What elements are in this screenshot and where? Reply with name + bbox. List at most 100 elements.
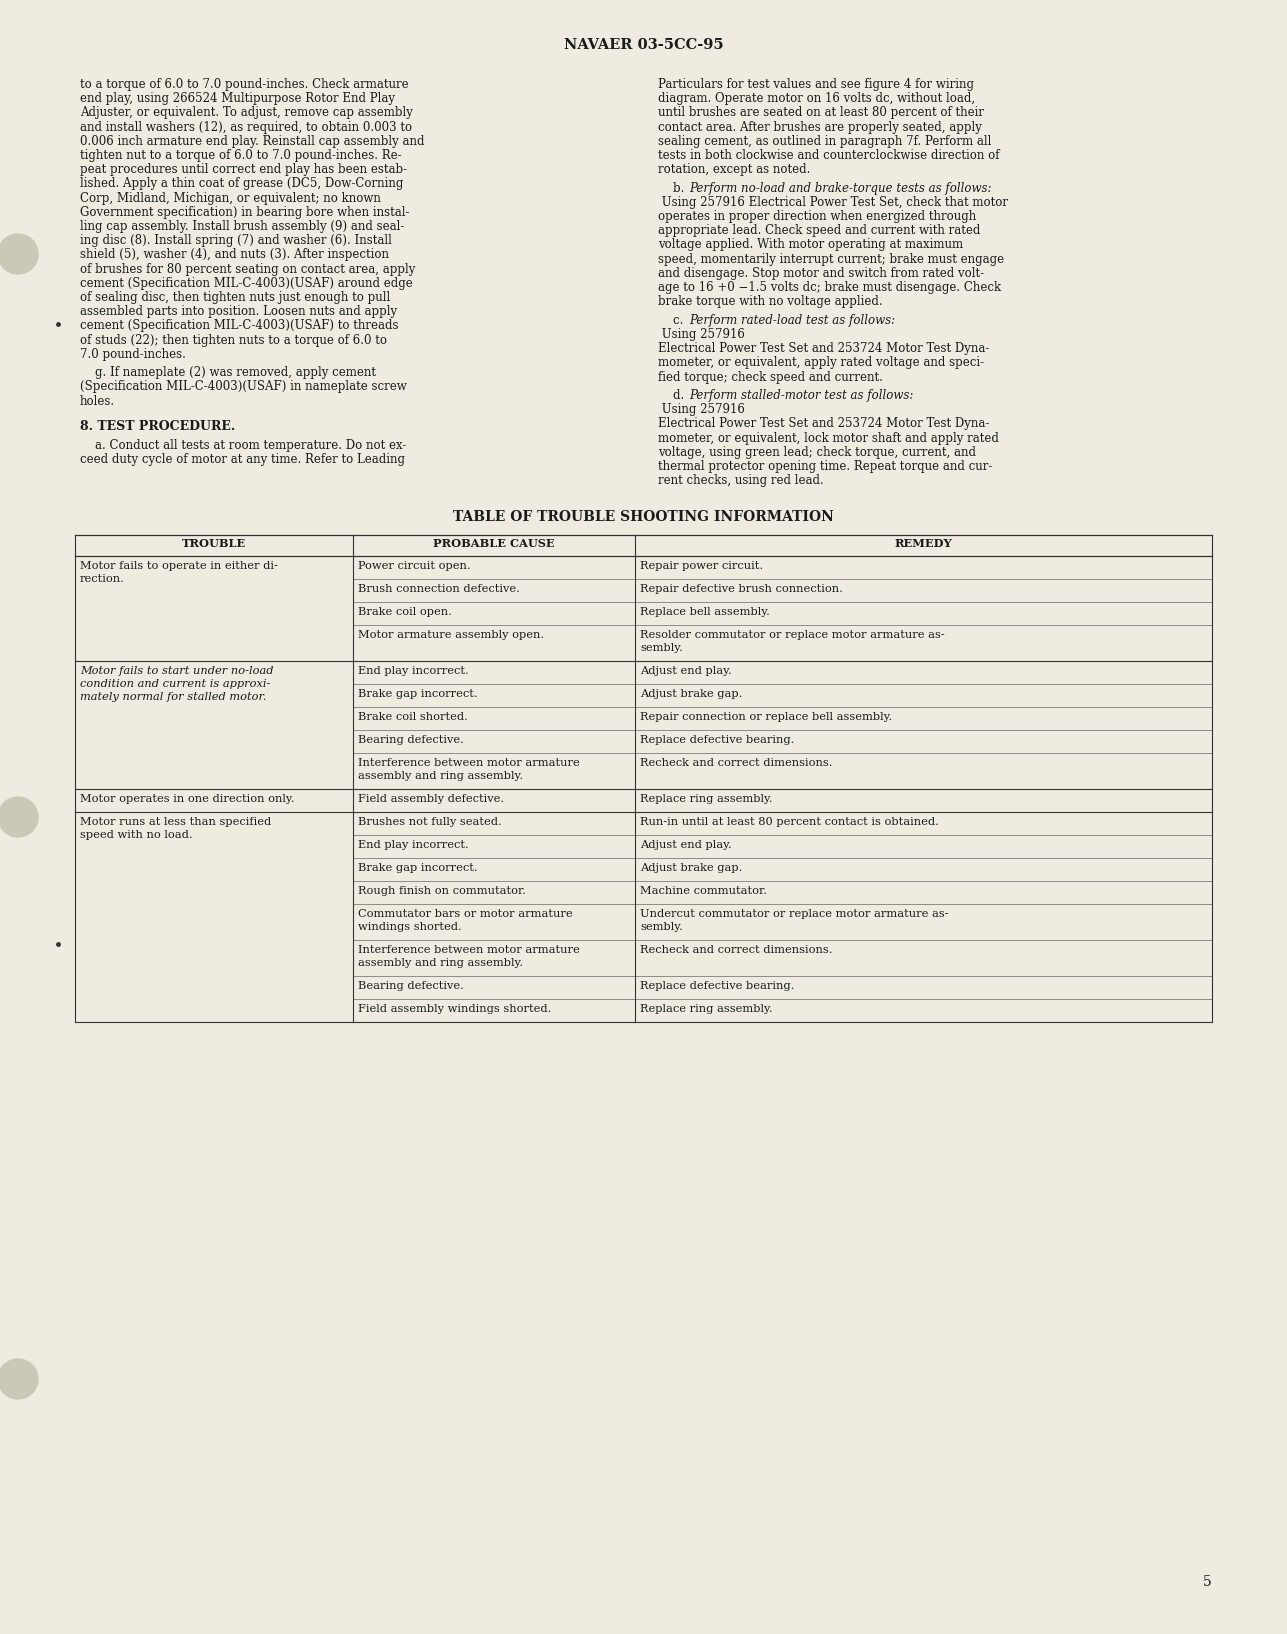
Text: Adjust brake gap.: Adjust brake gap. xyxy=(640,690,743,699)
Text: thermal protector opening time. Repeat torque and cur-: thermal protector opening time. Repeat t… xyxy=(658,461,992,472)
Text: Power circuit open.: Power circuit open. xyxy=(358,560,471,572)
Text: Repair connection or replace bell assembly.: Repair connection or replace bell assemb… xyxy=(640,712,892,722)
Text: assembly and ring assembly.: assembly and ring assembly. xyxy=(358,771,523,781)
Text: PROBABLE CAUSE: PROBABLE CAUSE xyxy=(434,538,555,549)
Text: peat procedures until correct end play has been estab-: peat procedures until correct end play h… xyxy=(80,163,407,176)
Text: Bearing defective.: Bearing defective. xyxy=(358,735,463,745)
Text: Adjust end play.: Adjust end play. xyxy=(640,840,732,850)
Text: Corp, Midland, Michigan, or equivalent; no known: Corp, Midland, Michigan, or equivalent; … xyxy=(80,191,381,204)
Text: TABLE OF TROUBLE SHOOTING INFORMATION: TABLE OF TROUBLE SHOOTING INFORMATION xyxy=(453,510,834,523)
Circle shape xyxy=(0,1359,39,1399)
Text: holes.: holes. xyxy=(80,395,115,407)
Text: Replace defective bearing.: Replace defective bearing. xyxy=(640,982,794,992)
Circle shape xyxy=(0,234,39,275)
Text: Commutator bars or motor armature: Commutator bars or motor armature xyxy=(358,909,573,920)
Text: end play, using 266524 Multipurpose Rotor End Play: end play, using 266524 Multipurpose Roto… xyxy=(80,92,395,105)
Text: mometer, or equivalent, apply rated voltage and speci-: mometer, or equivalent, apply rated volt… xyxy=(658,356,985,369)
Text: Brake gap incorrect.: Brake gap incorrect. xyxy=(358,863,477,873)
Text: TROUBLE: TROUBLE xyxy=(181,538,246,549)
Text: Motor operates in one direction only.: Motor operates in one direction only. xyxy=(80,794,295,804)
Text: voltage applied. With motor operating at maximum: voltage applied. With motor operating at… xyxy=(658,239,963,252)
Text: speed, momentarily interrupt current; brake must engage: speed, momentarily interrupt current; br… xyxy=(658,253,1004,266)
Text: Adjuster, or equivalent. To adjust, remove cap assembly: Adjuster, or equivalent. To adjust, remo… xyxy=(80,106,413,119)
Text: to a torque of 6.0 to 7.0 pound-inches. Check armature: to a torque of 6.0 to 7.0 pound-inches. … xyxy=(80,78,409,92)
Text: Motor armature assembly open.: Motor armature assembly open. xyxy=(358,631,544,641)
Text: windings shorted.: windings shorted. xyxy=(358,922,462,933)
Text: lished. Apply a thin coat of grease (DC5, Dow-Corning: lished. Apply a thin coat of grease (DC5… xyxy=(80,178,403,191)
Text: sealing cement, as outlined in paragraph 7f. Perform all: sealing cement, as outlined in paragraph… xyxy=(658,134,991,147)
Text: Replace defective bearing.: Replace defective bearing. xyxy=(640,735,794,745)
Text: rection.: rection. xyxy=(80,574,125,585)
Text: End play incorrect.: End play incorrect. xyxy=(358,840,468,850)
Text: Replace ring assembly.: Replace ring assembly. xyxy=(640,1005,772,1015)
Text: g. If nameplate (2) was removed, apply cement: g. If nameplate (2) was removed, apply c… xyxy=(80,366,376,379)
Text: cement (Specification MIL-C-4003)(USAF) to threads: cement (Specification MIL-C-4003)(USAF) … xyxy=(80,319,399,332)
Text: Brake gap incorrect.: Brake gap incorrect. xyxy=(358,690,477,699)
Text: Repair power circuit.: Repair power circuit. xyxy=(640,560,763,572)
Text: mately normal for stalled motor.: mately normal for stalled motor. xyxy=(80,693,266,703)
Text: of studs (22); then tighten nuts to a torque of 6.0 to: of studs (22); then tighten nuts to a to… xyxy=(80,333,387,346)
Text: Recheck and correct dimensions.: Recheck and correct dimensions. xyxy=(640,944,833,956)
Text: Using 257916 Electrical Power Test Set, check that motor: Using 257916 Electrical Power Test Set, … xyxy=(658,196,1008,209)
Text: a. Conduct all tests at room temperature. Do not ex-: a. Conduct all tests at room temperature… xyxy=(80,438,407,451)
Text: Perform rated-load test as follows:: Perform rated-load test as follows: xyxy=(689,314,894,327)
Text: Interference between motor armature: Interference between motor armature xyxy=(358,758,579,768)
Text: operates in proper direction when energized through: operates in proper direction when energi… xyxy=(658,211,977,224)
Text: of brushes for 80 percent seating on contact area, apply: of brushes for 80 percent seating on con… xyxy=(80,263,416,276)
Text: (Specification MIL-C-4003)(USAF) in nameplate screw: (Specification MIL-C-4003)(USAF) in name… xyxy=(80,381,407,394)
Text: mometer, or equivalent, lock motor shaft and apply rated: mometer, or equivalent, lock motor shaft… xyxy=(658,431,999,444)
Text: Replace ring assembly.: Replace ring assembly. xyxy=(640,794,772,804)
Text: age to 16 +0 −1.5 volts dc; brake must disengage. Check: age to 16 +0 −1.5 volts dc; brake must d… xyxy=(658,281,1001,294)
Text: Repair defective brush connection.: Repair defective brush connection. xyxy=(640,585,843,595)
Text: Machine commutator.: Machine commutator. xyxy=(640,886,767,895)
Text: contact area. After brushes are properly seated, apply: contact area. After brushes are properly… xyxy=(658,121,982,134)
Text: speed with no load.: speed with no load. xyxy=(80,830,193,840)
Text: assembly and ring assembly.: assembly and ring assembly. xyxy=(358,958,523,969)
Text: 7.0 pound-inches.: 7.0 pound-inches. xyxy=(80,348,185,361)
Text: ling cap assembly. Install brush assembly (9) and seal-: ling cap assembly. Install brush assembl… xyxy=(80,221,404,234)
Text: Particulars for test values and see figure 4 for wiring: Particulars for test values and see figu… xyxy=(658,78,974,92)
Text: c.: c. xyxy=(658,314,687,327)
Text: fied torque; check speed and current.: fied torque; check speed and current. xyxy=(658,371,883,384)
Text: assembled parts into position. Loosen nuts and apply: assembled parts into position. Loosen nu… xyxy=(80,306,398,319)
Text: Rough finish on commutator.: Rough finish on commutator. xyxy=(358,886,526,895)
Text: appropriate lead. Check speed and current with rated: appropriate lead. Check speed and curren… xyxy=(658,224,981,237)
Text: End play incorrect.: End play incorrect. xyxy=(358,667,468,676)
Text: rotation, except as noted.: rotation, except as noted. xyxy=(658,163,811,176)
Text: and disengage. Stop motor and switch from rated volt-: and disengage. Stop motor and switch fro… xyxy=(658,266,985,279)
Text: Undercut commutator or replace motor armature as-: Undercut commutator or replace motor arm… xyxy=(640,909,949,920)
Circle shape xyxy=(0,797,39,837)
Text: condition and current is approxi-: condition and current is approxi- xyxy=(80,680,270,690)
Text: Interference between motor armature: Interference between motor armature xyxy=(358,944,579,956)
Text: sembly.: sembly. xyxy=(640,922,683,933)
Text: Bearing defective.: Bearing defective. xyxy=(358,982,463,992)
Text: Perform no-load and brake-torque tests as follows:: Perform no-load and brake-torque tests a… xyxy=(689,181,991,194)
Text: Motor runs at less than specified: Motor runs at less than specified xyxy=(80,817,272,827)
Text: Resolder commutator or replace motor armature as-: Resolder commutator or replace motor arm… xyxy=(640,631,945,641)
Text: Adjust brake gap.: Adjust brake gap. xyxy=(640,863,743,873)
Text: ing disc (8). Install spring (7) and washer (6). Install: ing disc (8). Install spring (7) and was… xyxy=(80,234,391,247)
Text: brake torque with no voltage applied.: brake torque with no voltage applied. xyxy=(658,296,883,309)
Text: Field assembly windings shorted.: Field assembly windings shorted. xyxy=(358,1005,551,1015)
Text: voltage, using green lead; check torque, current, and: voltage, using green lead; check torque,… xyxy=(658,446,976,459)
Text: until brushes are seated on at least 80 percent of their: until brushes are seated on at least 80 … xyxy=(658,106,985,119)
Text: Motor fails to operate in either di-: Motor fails to operate in either di- xyxy=(80,560,278,572)
Text: Recheck and correct dimensions.: Recheck and correct dimensions. xyxy=(640,758,833,768)
Text: Using 257916: Using 257916 xyxy=(658,328,745,342)
Text: Field assembly defective.: Field assembly defective. xyxy=(358,794,505,804)
Text: NAVAER 03-5CC-95: NAVAER 03-5CC-95 xyxy=(564,38,723,52)
Text: and install washers (12), as required, to obtain 0.003 to: and install washers (12), as required, t… xyxy=(80,121,412,134)
Text: Electrical Power Test Set and 253724 Motor Test Dyna-: Electrical Power Test Set and 253724 Mot… xyxy=(658,417,990,430)
Text: shield (5), washer (4), and nuts (3). After inspection: shield (5), washer (4), and nuts (3). Af… xyxy=(80,248,389,261)
Text: ceed duty cycle of motor at any time. Refer to Leading: ceed duty cycle of motor at any time. Re… xyxy=(80,453,405,466)
Text: sembly.: sembly. xyxy=(640,644,683,654)
Text: Motor fails to start under no-load: Motor fails to start under no-load xyxy=(80,667,274,676)
Text: Run-in until at least 80 percent contact is obtained.: Run-in until at least 80 percent contact… xyxy=(640,817,940,827)
Text: cement (Specification MIL-C-4003)(USAF) around edge: cement (Specification MIL-C-4003)(USAF) … xyxy=(80,276,413,289)
Text: b.: b. xyxy=(658,181,689,194)
Text: Adjust end play.: Adjust end play. xyxy=(640,667,732,676)
Text: Government specification) in bearing bore when instal-: Government specification) in bearing bor… xyxy=(80,206,409,219)
Text: tests in both clockwise and counterclockwise direction of: tests in both clockwise and counterclock… xyxy=(658,149,1000,162)
Text: Perform stalled-motor test as follows:: Perform stalled-motor test as follows: xyxy=(689,389,914,402)
Text: REMEDY: REMEDY xyxy=(894,538,952,549)
